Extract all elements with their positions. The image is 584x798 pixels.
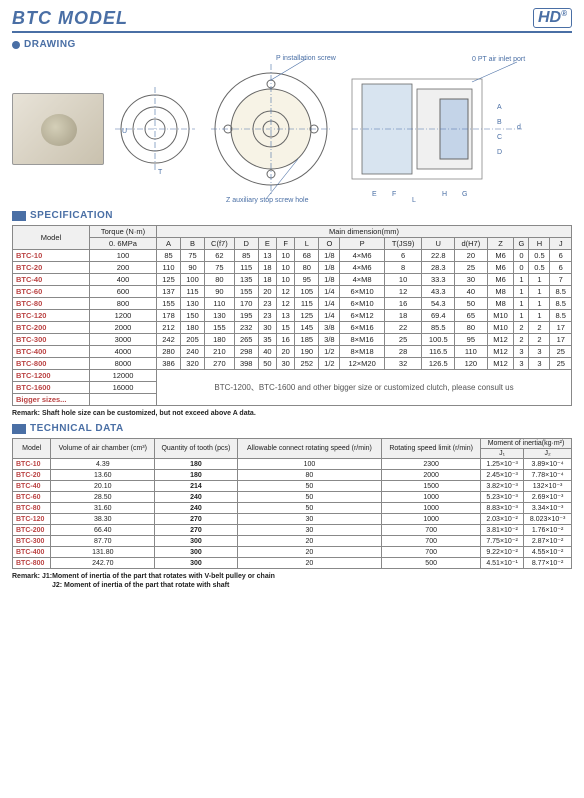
svg-text:H: H: [442, 191, 447, 198]
model-cell: BTC-1200: [13, 370, 90, 382]
drawings-row: U T P installation screw hole Z auxiliar…: [12, 54, 572, 204]
model-cell: BTC-200: [13, 322, 90, 334]
bar-icon: [12, 211, 26, 221]
spec-table: ModelTorque (N·m)Main dimension(mm)0. 6M…: [12, 225, 572, 406]
svg-text:A: A: [497, 104, 502, 111]
model-cell: BTC-400: [13, 547, 51, 558]
svg-text:d: d: [517, 124, 521, 131]
section-drawing: DRAWING: [12, 39, 572, 50]
consult-note: BTC-1200、BTC-1600 and other bigger size …: [157, 370, 572, 406]
svg-text:0 PT air inlet port: 0 PT air inlet port: [472, 56, 525, 63]
product-photo: [12, 93, 104, 165]
schematic-3: 0 PT air inlet port E F H G A B C D d L: [342, 54, 542, 204]
svg-text:T: T: [158, 169, 163, 176]
model-cell: BTC-60: [13, 492, 51, 503]
bullet-icon: [12, 41, 20, 49]
svg-text:C: C: [497, 134, 502, 141]
model-cell: BTC-800: [13, 558, 51, 569]
svg-text:U: U: [122, 128, 127, 135]
model-cell: BTC-60: [13, 286, 90, 298]
page-title: BTC MODEL: [12, 8, 128, 29]
model-cell: BTC-80: [13, 298, 90, 310]
svg-text:L: L: [412, 197, 416, 204]
model-cell: BTC-400: [13, 346, 90, 358]
svg-text:P installation screw hole: P installation screw hole: [276, 55, 336, 62]
tech-remark2: J2: Moment of inertia of the part that r…: [52, 582, 572, 589]
svg-text:Z auxiliary stop screw hole: Z auxiliary stop screw hole: [226, 197, 309, 204]
tech-remark1: Remark: J1:Moment of inertia of the part…: [12, 573, 572, 580]
svg-text:F: F: [392, 191, 396, 198]
model-cell: BTC-40: [13, 274, 90, 286]
svg-text:G: G: [462, 191, 467, 198]
svg-text:E: E: [372, 191, 377, 198]
svg-text:D: D: [497, 149, 502, 156]
model-cell: BTC-300: [13, 334, 90, 346]
model-cell: BTC-300: [13, 536, 51, 547]
model-cell: BTC-10: [13, 250, 90, 262]
bar-icon: [12, 424, 26, 434]
schematic-2: P installation screw hole Z auxiliary st…: [206, 54, 336, 204]
model-cell: BTC-120: [13, 514, 51, 525]
svg-text:B: B: [497, 119, 502, 126]
spec-note: Remark: Shaft hole size can be customize…: [12, 410, 572, 417]
bigger-sizes: Bigger sizes...: [13, 394, 90, 406]
schematic-1: U T: [110, 79, 200, 179]
model-cell: BTC-120: [13, 310, 90, 322]
model-cell: BTC-200: [13, 525, 51, 536]
logo: HD®: [533, 8, 572, 28]
model-cell: BTC-10: [13, 459, 51, 470]
model-cell: BTC-1600: [13, 382, 90, 394]
model-cell: BTC-800: [13, 358, 90, 370]
section-spec: SPECIFICATION: [12, 210, 572, 221]
model-cell: BTC-40: [13, 481, 51, 492]
model-cell: BTC-20: [13, 262, 90, 274]
model-cell: BTC-20: [13, 470, 51, 481]
model-cell: BTC-80: [13, 503, 51, 514]
section-tech: TECHNICAL DATA: [12, 423, 572, 434]
tech-table: ModelVolume of air chamber (cm³)Quantity…: [12, 438, 572, 569]
header: BTC MODEL HD®: [12, 8, 572, 33]
